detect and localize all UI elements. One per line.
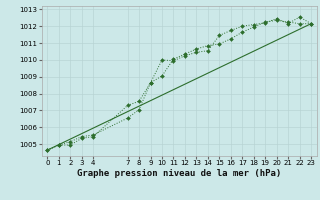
X-axis label: Graphe pression niveau de la mer (hPa): Graphe pression niveau de la mer (hPa)	[77, 169, 281, 178]
